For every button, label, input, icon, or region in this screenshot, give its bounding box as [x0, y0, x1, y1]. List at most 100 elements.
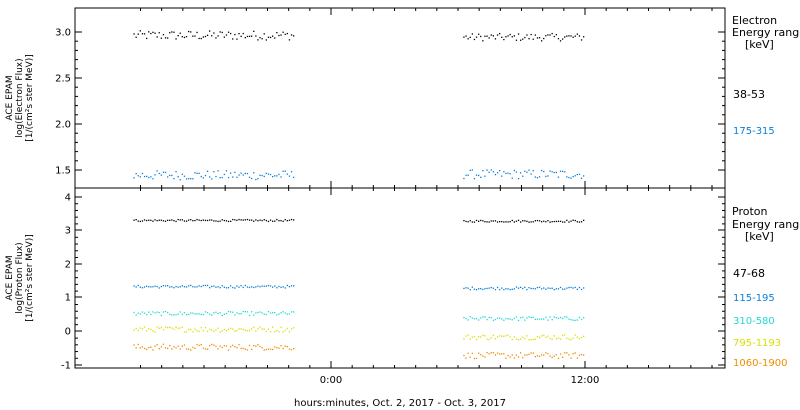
data-point: [465, 174, 467, 176]
data-point: [549, 337, 551, 340]
data-point: [543, 318, 545, 320]
data-point: [221, 314, 223, 317]
data-point: [276, 32, 278, 34]
data-point: [162, 311, 165, 313]
data-point: [517, 319, 520, 322]
data-point: [566, 176, 568, 178]
data-point: [534, 288, 536, 290]
data-point: [564, 334, 566, 336]
data-point: [227, 310, 230, 313]
data-point: [179, 219, 181, 221]
data-point: [463, 338, 465, 340]
data-point: [274, 331, 276, 333]
data-point: [576, 33, 578, 35]
data-point: [517, 33, 520, 35]
data-point: [522, 38, 524, 40]
data-point: [194, 219, 196, 222]
data-point: [492, 334, 494, 336]
legend-entry: 47-68: [733, 267, 765, 280]
data-point: [272, 220, 274, 222]
data-point: [171, 219, 173, 221]
data-point: [499, 33, 501, 35]
data-point: [206, 312, 209, 314]
data-point: [188, 313, 190, 316]
data-point: [215, 37, 217, 39]
data-point: [196, 330, 198, 332]
data-point: [482, 220, 484, 222]
data-point: [288, 175, 291, 177]
data-point: [261, 174, 263, 177]
data-point: [484, 221, 486, 223]
data-point: [204, 311, 207, 313]
data-point: [517, 178, 520, 180]
data-point: [520, 221, 522, 223]
data-point: [511, 36, 513, 38]
data-point: [524, 354, 526, 356]
data-point: [269, 331, 272, 333]
data-point: [507, 288, 509, 290]
data-point: [553, 35, 555, 38]
data-point: [139, 220, 141, 223]
data-point: [492, 35, 494, 37]
proton-y-axis-label: ACE EPAMlog(Proton Flux)[1/(cm²s ster Me…: [5, 234, 35, 321]
data-point: [248, 219, 251, 221]
data-point: [164, 171, 167, 174]
data-point: [505, 357, 507, 359]
data-point: [478, 33, 480, 35]
data-point: [267, 173, 270, 175]
data-point: [471, 169, 473, 171]
data-point: [503, 38, 505, 41]
data-point: [219, 220, 221, 222]
data-point: [213, 171, 215, 173]
data-point: [288, 313, 291, 315]
data-point: [169, 174, 171, 177]
data-point: [578, 338, 581, 340]
data-point: [488, 338, 490, 341]
data-point: [278, 173, 280, 176]
data-point: [230, 220, 232, 222]
data-point: [465, 317, 467, 320]
data-point: [183, 175, 186, 177]
data-point: [290, 285, 293, 287]
data-point: [135, 173, 137, 175]
data-point: [150, 176, 152, 178]
data-point: [259, 219, 261, 221]
data-point: [572, 36, 574, 38]
data-point: [471, 352, 473, 355]
data-point: [253, 314, 255, 316]
data-point: [217, 35, 219, 37]
data-point: [263, 33, 265, 35]
data-point: [215, 311, 217, 313]
data-point: [253, 30, 255, 32]
data-point: [246, 329, 249, 332]
data-point: [501, 318, 503, 320]
data-point: [547, 287, 549, 289]
data-point: [505, 317, 507, 320]
data-point: [517, 287, 520, 289]
data-point: [555, 34, 557, 36]
data-point: [515, 220, 518, 222]
data-point: [188, 219, 190, 221]
data-point: [526, 34, 528, 36]
data-point: [175, 326, 177, 328]
data-point: [244, 219, 246, 221]
data-point: [547, 353, 549, 355]
data-point: [520, 39, 522, 41]
data-point: [223, 36, 225, 38]
data-point: [562, 38, 564, 40]
data-point: [465, 287, 467, 289]
data-point: [148, 176, 150, 179]
data-point: [484, 316, 486, 318]
data-point: [175, 38, 177, 40]
data-point: [196, 218, 198, 221]
data-point: [227, 328, 230, 330]
data-point: [251, 328, 253, 330]
data-point: [524, 36, 526, 39]
data-point: [553, 355, 555, 357]
data-point: [507, 354, 509, 357]
data-point: [555, 338, 557, 340]
data-point: [538, 286, 541, 288]
legend-entry: 175-315: [733, 126, 775, 137]
data-point: [234, 330, 236, 332]
data-point: [162, 171, 165, 173]
